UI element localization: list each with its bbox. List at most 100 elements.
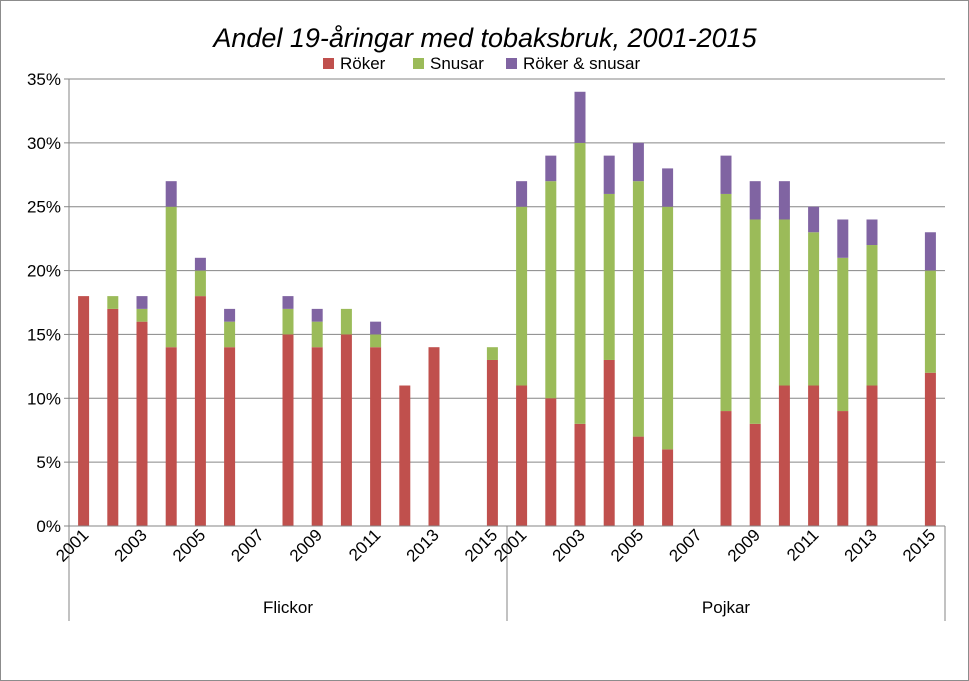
- bar-segment: [924, 232, 936, 271]
- bar-segment: [662, 168, 674, 207]
- bar-segment: [194, 257, 206, 271]
- x-tick-label: 2009: [724, 525, 764, 565]
- bar-segment: [107, 296, 119, 309]
- legend-swatch: [506, 58, 517, 69]
- axes: [64, 78, 946, 621]
- bar-segment: [924, 270, 936, 373]
- bar-segment: [311, 321, 323, 348]
- bar-segment: [486, 359, 498, 526]
- bar-segment: [282, 308, 294, 335]
- bars: [78, 91, 936, 526]
- y-tick-label: 5%: [36, 453, 61, 472]
- bar-group-flickor: [78, 181, 498, 526]
- x-tick-label: 2005: [607, 525, 647, 565]
- bar-segment: [399, 385, 411, 526]
- bar-segment: [136, 308, 148, 322]
- bar-segment: [574, 423, 586, 526]
- x-tick-label: 2013: [403, 525, 443, 565]
- chart-title: Andel 19-åringar med tobaksbruk, 2001-20…: [211, 23, 757, 53]
- gridlines: [69, 78, 945, 463]
- y-tick-label: 20%: [27, 262, 61, 281]
- y-tick-label: 25%: [27, 198, 61, 217]
- group-label: Pojkar: [702, 598, 751, 617]
- bar-segment: [545, 181, 557, 399]
- bar-segment: [837, 219, 849, 258]
- bar-segment: [370, 347, 382, 526]
- bar-segment: [282, 296, 294, 309]
- x-tick-label: 2003: [111, 525, 151, 565]
- bar-segment: [924, 372, 936, 526]
- bar-segment: [837, 257, 849, 412]
- bar-segment: [720, 193, 732, 412]
- bar-segment: [720, 411, 732, 526]
- y-tick-label: 0%: [36, 517, 61, 536]
- group-labels: Flickor Pojkar: [263, 598, 750, 617]
- bar-segment: [632, 436, 644, 526]
- bar-segment: [545, 155, 557, 182]
- bar-segment: [311, 347, 323, 526]
- bar-segment: [224, 347, 236, 526]
- bar-segment: [370, 334, 382, 348]
- bar-segment: [808, 232, 820, 386]
- bar-segment: [808, 206, 820, 233]
- y-axis-tick-labels: 0% 5% 10% 15% 20% 25% 30% 35%: [27, 70, 61, 536]
- y-tick-label: 35%: [27, 70, 61, 89]
- x-tick-label: 2003: [549, 525, 589, 565]
- bar-segment: [749, 423, 761, 526]
- legend: Röker Snusar Röker & snusar: [323, 54, 640, 73]
- bar-segment: [866, 245, 878, 386]
- bar-segment: [107, 308, 119, 526]
- x-tick-label: 2015: [461, 525, 501, 565]
- bar-segment: [778, 385, 790, 526]
- bar-segment: [574, 91, 586, 143]
- bar-segment: [632, 142, 644, 182]
- y-tick-label: 15%: [27, 325, 61, 344]
- bar-segment: [866, 219, 878, 246]
- bar-segment: [311, 308, 323, 322]
- bar-segment: [662, 449, 674, 526]
- x-tick-label: 2007: [227, 525, 267, 565]
- bar-segment: [370, 321, 382, 335]
- bar-segment: [603, 155, 615, 194]
- legend-swatch: [323, 58, 334, 69]
- group-label: Flickor: [263, 598, 313, 617]
- bar-segment: [632, 181, 644, 437]
- x-tick-label: 2015: [899, 525, 939, 565]
- bar-segment: [136, 321, 148, 526]
- bar-segment: [516, 181, 528, 207]
- bar-segment: [486, 347, 498, 360]
- bar-segment: [603, 359, 615, 526]
- bar-segment: [224, 308, 236, 322]
- bar-segment: [165, 206, 177, 348]
- bar-segment: [224, 321, 236, 348]
- bar-segment: [194, 270, 206, 297]
- bar-segment: [340, 308, 352, 335]
- x-tick-label: 2007: [665, 525, 705, 565]
- bar-group-pojkar: [516, 91, 936, 526]
- bar-segment: [749, 181, 761, 220]
- bar-segment: [194, 296, 206, 526]
- bar-segment: [545, 398, 557, 526]
- bar-segment: [165, 181, 177, 207]
- bar-segment: [340, 334, 352, 526]
- x-tick-label: 2011: [345, 525, 384, 564]
- x-tick-label: 2001: [490, 525, 530, 565]
- bar-segment: [428, 347, 440, 526]
- bar-segment: [662, 206, 674, 450]
- bar-segment: [837, 411, 849, 526]
- bar-segment: [720, 155, 732, 194]
- x-tick-label: 2013: [841, 525, 881, 565]
- bar-segment: [574, 142, 586, 424]
- bar-segment: [516, 385, 528, 526]
- y-tick-label: 10%: [27, 389, 61, 408]
- bar-segment: [136, 296, 148, 309]
- bar-segment: [165, 347, 177, 526]
- legend-label: Röker & snusar: [523, 54, 640, 73]
- legend-swatch: [413, 58, 424, 69]
- legend-label: Snusar: [430, 54, 484, 73]
- bar-segment: [778, 181, 790, 220]
- x-tick-label: 2011: [783, 525, 822, 564]
